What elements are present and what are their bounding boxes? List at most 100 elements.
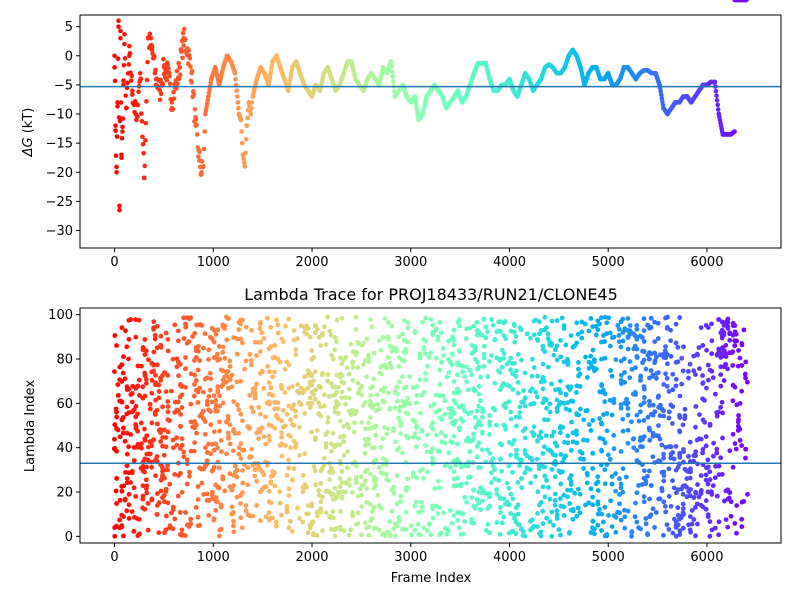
lambda-point (279, 430, 284, 435)
lambda-point (195, 484, 201, 489)
lambda-point (297, 516, 302, 521)
lambda-point (510, 387, 516, 392)
lambda-point (584, 480, 590, 486)
lambda-point (376, 527, 382, 533)
lambda-point (719, 471, 725, 477)
lambda-point (149, 360, 155, 366)
lambda-point (448, 359, 453, 365)
lambda-point (391, 490, 397, 496)
lambda-point (139, 445, 144, 451)
lambda-point (359, 504, 365, 510)
lambda-point (179, 405, 185, 410)
lambda-point (114, 414, 119, 420)
lambda-point (423, 338, 428, 344)
lambda-point (565, 440, 571, 446)
lambda-point (590, 494, 596, 500)
lambda-point (474, 408, 480, 414)
lambda-point (238, 411, 244, 417)
lambda-point (670, 371, 676, 377)
lambda-point (650, 506, 656, 512)
lambda-point (137, 392, 142, 398)
delta-g-point (286, 88, 291, 94)
lambda-point (147, 406, 153, 412)
lambda-point (203, 445, 208, 451)
lambda-point (414, 400, 419, 406)
lambda-point (622, 525, 628, 531)
lambda-point (549, 381, 554, 387)
lambda-point (112, 369, 117, 374)
lambda-point (558, 532, 563, 538)
lambda-point (558, 470, 564, 475)
lambda-point (325, 314, 330, 320)
lambda-point (565, 487, 570, 493)
lambda-point (389, 365, 394, 370)
lambda-point (263, 514, 269, 520)
lambda-point (716, 532, 722, 538)
lambda-point (199, 480, 205, 486)
y-tick-label: 20 (56, 486, 73, 501)
lambda-point (634, 412, 640, 418)
lambda-point (510, 469, 515, 475)
lambda-point (641, 316, 647, 322)
lambda-x-ticks: 0 1000 2000 3000 4000 5000 6000 (110, 543, 723, 565)
lambda-point (728, 499, 734, 505)
lambda-point (211, 327, 217, 333)
lambda-point (217, 533, 222, 539)
lambda-point (114, 343, 119, 348)
lambda-point (121, 533, 126, 539)
lambda-point (419, 319, 425, 325)
lambda-point (382, 533, 388, 539)
lambda-point (441, 353, 446, 359)
lambda-point (325, 372, 331, 377)
lambda-point (339, 469, 345, 474)
lambda-point (677, 415, 683, 420)
lambda-point (590, 450, 596, 456)
lambda-point (165, 429, 171, 435)
lambda-point (536, 433, 542, 439)
lambda-point (607, 456, 613, 462)
delta-g-point (191, 91, 197, 97)
lambda-point (534, 456, 540, 462)
lambda-point (647, 496, 652, 502)
lambda-point (478, 374, 484, 380)
delta-g-chart: 0 1000 2000 3000 4000 5000 6000 50−5−10−15−20−… (21, 0, 782, 270)
lambda-point (641, 386, 647, 392)
lambda-point (268, 344, 274, 349)
lambda-point (243, 503, 249, 508)
lambda-point (727, 448, 733, 454)
lambda-point (403, 509, 409, 515)
lambda-point (469, 372, 475, 378)
lambda-point (252, 339, 258, 345)
lambda-point (723, 517, 729, 523)
lambda-point (670, 478, 675, 484)
lambda-point (728, 513, 734, 519)
lambda-point (286, 525, 292, 531)
delta-g-point (129, 73, 135, 79)
delta-g-point (164, 77, 170, 83)
lambda-point (480, 409, 486, 415)
lambda-point (522, 435, 528, 441)
delta-g-point (372, 76, 378, 82)
lambda-point (423, 377, 429, 383)
lambda-point (234, 336, 240, 342)
lambda-point (417, 468, 423, 474)
lambda-point (142, 337, 148, 342)
lambda-point (295, 505, 300, 511)
lambda-point (462, 495, 468, 500)
lambda-point (153, 397, 159, 403)
lambda-point (465, 387, 471, 393)
delta-g-point (412, 94, 418, 99)
lambda-point (743, 446, 749, 452)
lambda-point (432, 485, 438, 491)
lambda-point (446, 338, 451, 344)
lambda-point (339, 480, 345, 486)
lambda-point (410, 434, 416, 440)
lambda-point (234, 474, 240, 480)
delta-g-point (118, 100, 124, 105)
lambda-point (175, 493, 181, 499)
lambda-point (211, 429, 217, 435)
lambda-point (117, 497, 123, 503)
lambda-point (208, 422, 214, 428)
delta-g-point (365, 76, 370, 82)
lambda-point (469, 351, 475, 356)
